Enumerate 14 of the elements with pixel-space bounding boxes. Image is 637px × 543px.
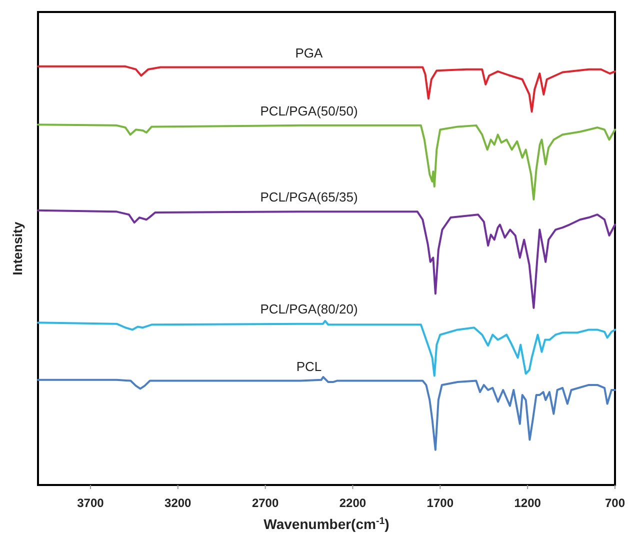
x-tick-label: 3200	[164, 496, 192, 510]
x-tick-label: 3700	[77, 496, 104, 510]
series-label: PCL/PGA(80/20)	[260, 302, 358, 317]
x-tick-label: 2700	[252, 496, 279, 510]
y-axis-title: Intensity	[10, 221, 25, 276]
series-label: PGA	[295, 45, 324, 60]
series-label: PCL/PGA(50/50)	[260, 104, 358, 119]
x-tick-label: 700	[604, 496, 626, 510]
series-label: PCL	[296, 358, 322, 374]
x-axis-title: Wavenumber(cm$^{-1}$)	[264, 516, 390, 532]
x-tick-label: 1700	[426, 496, 454, 510]
x-tick-label: 2200	[339, 496, 366, 510]
series-label: PCL/PGA(65/35)	[260, 189, 358, 204]
x-tick-label: 1200	[514, 496, 542, 510]
